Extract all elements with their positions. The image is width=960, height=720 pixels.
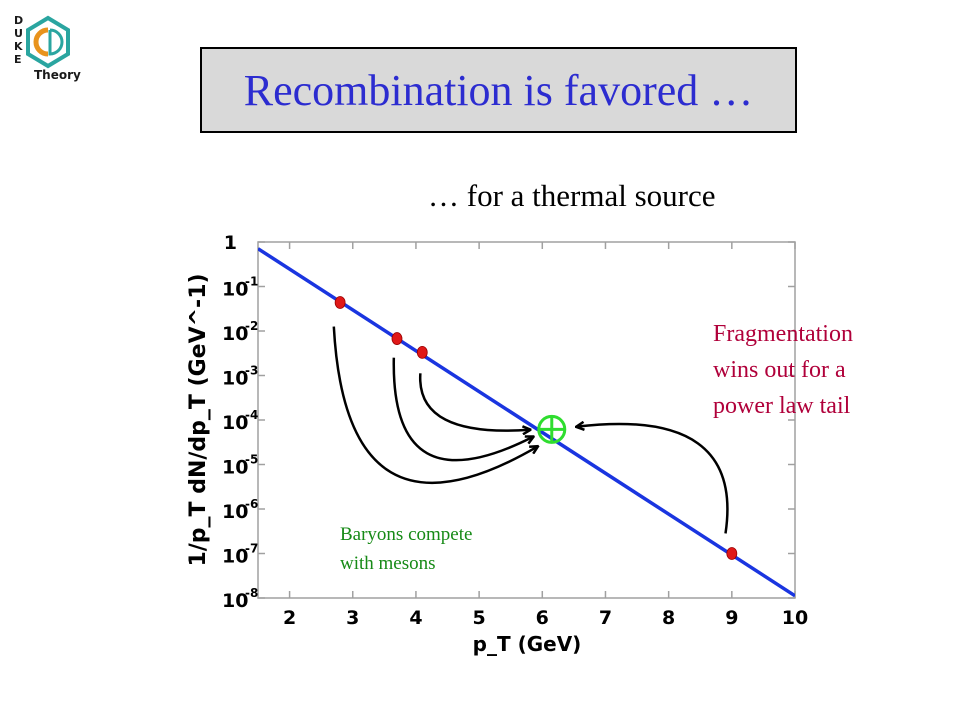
slide-title: Recombination is favored … [243, 65, 754, 115]
logo-hexagon-icon [26, 15, 70, 69]
y-tick-exponent: -5 [245, 453, 258, 467]
title-box: Recombination is favored … [200, 47, 797, 133]
y-tick-label: 10 [222, 457, 248, 479]
logo-c-icon [33, 27, 49, 57]
y-tick-label: 10 [222, 546, 248, 568]
y-axis-label: 1/p_T dN/dp_T (GeV^-1) [186, 273, 211, 566]
x-tick-label: 5 [473, 607, 486, 629]
recombination-arrow [577, 424, 729, 534]
x-axis-label: p_T (GeV) [473, 632, 582, 656]
y-tick-exponent: -6 [245, 497, 258, 511]
y-tick-label: 10 [222, 323, 248, 345]
logo-letter-e: E [14, 53, 22, 66]
spectrum-point [334, 296, 346, 309]
y-tick-exponent: -1 [245, 275, 258, 289]
y-tick-exponent: -4 [245, 408, 258, 422]
exponential-spectrum-line [258, 247, 795, 598]
y-tick-exponent: -8 [245, 586, 258, 600]
y-tick-exponent: -2 [245, 319, 258, 333]
recombination-arrow [392, 357, 533, 462]
y-tick-label: 10 [222, 279, 248, 301]
y-tick-label: 10 [222, 501, 248, 523]
x-tick-label: 2 [283, 607, 296, 629]
spectrum-point [391, 332, 403, 345]
x-tick-label: 10 [782, 607, 808, 629]
logo-d-icon [48, 28, 64, 56]
logo-wordmark: Theory [34, 68, 81, 82]
x-tick-label: 6 [536, 607, 549, 629]
fragmentation-annotation: Fragmentation wins out for a power law t… [713, 321, 853, 419]
duke-qcd-theory-logo: D U K E Theory [12, 12, 84, 84]
x-tick-label: 4 [409, 607, 422, 629]
y-tick-exponent: -7 [245, 542, 258, 556]
recombination-arrow [419, 373, 529, 430]
logo-letter-u: U [14, 27, 23, 40]
series-group [258, 247, 795, 598]
logo-letter-k: K [14, 40, 23, 53]
x-tick-label: 8 [662, 607, 675, 629]
y-tick-label: 1 [224, 232, 237, 254]
y-tick-label: 10 [222, 412, 248, 434]
spectrum-point [416, 345, 428, 359]
slide-subtitle: … for a thermal source [428, 178, 716, 213]
y-tick-exponent: -3 [245, 364, 258, 378]
recombination-arrow [332, 326, 537, 484]
y-tick-label: 10 [222, 590, 248, 612]
x-tick-label: 3 [346, 607, 359, 629]
logo-letter-d: D [14, 14, 23, 27]
x-tick-label: 7 [599, 607, 612, 629]
spectrum-point [726, 547, 738, 560]
y-tick-label: 10 [222, 368, 248, 390]
x-tick-label: 9 [725, 607, 738, 629]
baryons-annotation: Baryons compete with mesons [340, 524, 473, 574]
